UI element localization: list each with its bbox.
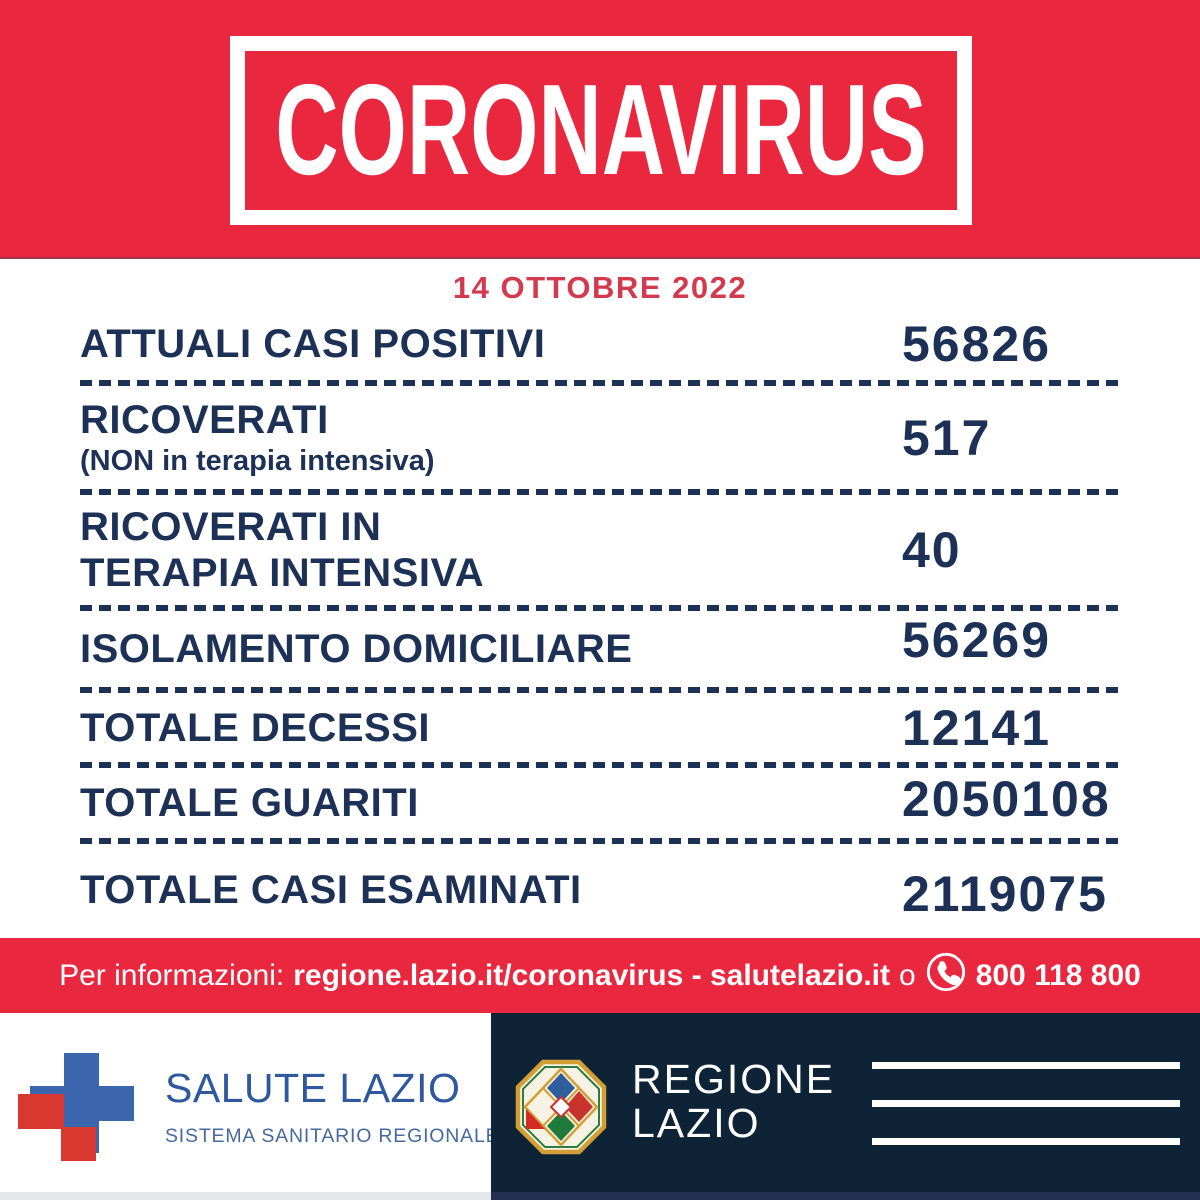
- regione-lazio-line2: LAZIO: [632, 1100, 761, 1146]
- stat-row-totale-casi-esaminati: TOTALE CASI ESAMINATI 2119075: [80, 844, 1120, 935]
- decorative-line: [872, 1100, 1180, 1107]
- stat-label: RICOVERATI: [80, 398, 329, 443]
- decorative-line: [872, 1062, 1180, 1069]
- stat-value: 2119075: [902, 865, 1108, 922]
- stat-value: 56826: [902, 316, 1052, 372]
- phone-number: 800 118 800: [975, 958, 1141, 992]
- stat-label: TOTALE DECESSI: [80, 705, 431, 750]
- regione-lazio-line1: REGIONE: [632, 1056, 836, 1102]
- info-conjunction: o: [899, 958, 916, 992]
- stats-table: ATTUALI CASI POSITIVI 56826 RICOVERATI (…: [80, 308, 1120, 935]
- dashed-divider: [80, 687, 1120, 693]
- regione-lazio-emblem-icon: [515, 1059, 607, 1160]
- double-cross-icon: [12, 1051, 147, 1184]
- regione-lazio-panel: REGIONE LAZIO: [491, 1013, 1200, 1200]
- stat-label: ISOLAMENTO DOMICILIARE: [80, 627, 633, 671]
- salute-lazio-name: SALUTE LAZIO: [165, 1065, 461, 1111]
- banner-title: CORONAVIRUS: [275, 58, 927, 202]
- stat-row-ricoverati: RICOVERATI (NON in terapia intensiva) 51…: [80, 386, 1120, 489]
- stat-value: 2050108: [902, 771, 1111, 827]
- bottom-right-strip: [491, 1192, 1200, 1200]
- top-red-section: CORONAVIRUS: [0, 0, 1200, 259]
- stat-label: ATTUALI CASI POSITIVI: [80, 322, 546, 366]
- stat-label: TERAPIA INTENSIVA: [80, 551, 485, 595]
- info-bar: Per informazioni: regione.lazio.it/coron…: [0, 938, 1200, 1013]
- stat-sublabel: (NON in terapia intensiva): [80, 445, 435, 478]
- regione-lazio-name: REGIONE LAZIO: [632, 1057, 835, 1145]
- stat-value: 56269: [902, 612, 1052, 668]
- info-prefix: Per informazioni:: [59, 958, 285, 992]
- bottom-left-strip: [0, 1192, 491, 1200]
- dashed-divider: [80, 605, 1120, 611]
- salute-lazio-tagline: SISTEMA SANITARIO REGIONALE: [165, 1125, 500, 1147]
- stat-row-totale-guariti: TOTALE GUARITI 2050108: [80, 768, 1120, 838]
- stat-label: RICOVERATI IN: [80, 505, 382, 549]
- dashed-divider: [80, 838, 1120, 844]
- info-links: regione.lazio.it/coronavirus - salutelaz…: [293, 958, 890, 992]
- stat-label: TOTALE CASI ESAMINATI: [80, 867, 582, 912]
- coronavirus-banner: CORONAVIRUS: [230, 36, 972, 225]
- salute-lazio-panel: SALUTE LAZIO SISTEMA SANITARIO REGIONALE: [0, 1013, 499, 1200]
- stat-label: TOTALE GUARITI: [80, 781, 419, 825]
- stat-value: 40: [902, 522, 962, 578]
- dashed-divider: [80, 380, 1120, 386]
- stat-row-totale-decessi: TOTALE DECESSI 12141: [80, 693, 1120, 762]
- decorative-line: [872, 1138, 1180, 1145]
- stat-row-attuali-casi-positivi: ATTUALI CASI POSITIVI 56826: [80, 308, 1120, 380]
- dashed-divider: [80, 489, 1120, 495]
- phone-icon: [925, 951, 967, 1001]
- stat-row-terapia-intensiva: RICOVERATI IN TERAPIA INTENSIVA 40: [80, 495, 1120, 605]
- stat-value: 517: [902, 409, 992, 466]
- dashed-divider: [80, 762, 1120, 768]
- stat-row-isolamento-domiciliare: ISOLAMENTO DOMICILIARE 56269: [80, 611, 1120, 687]
- stat-value: 12141: [902, 699, 1052, 756]
- report-date: 14 OTTOBRE 2022: [452, 270, 748, 305]
